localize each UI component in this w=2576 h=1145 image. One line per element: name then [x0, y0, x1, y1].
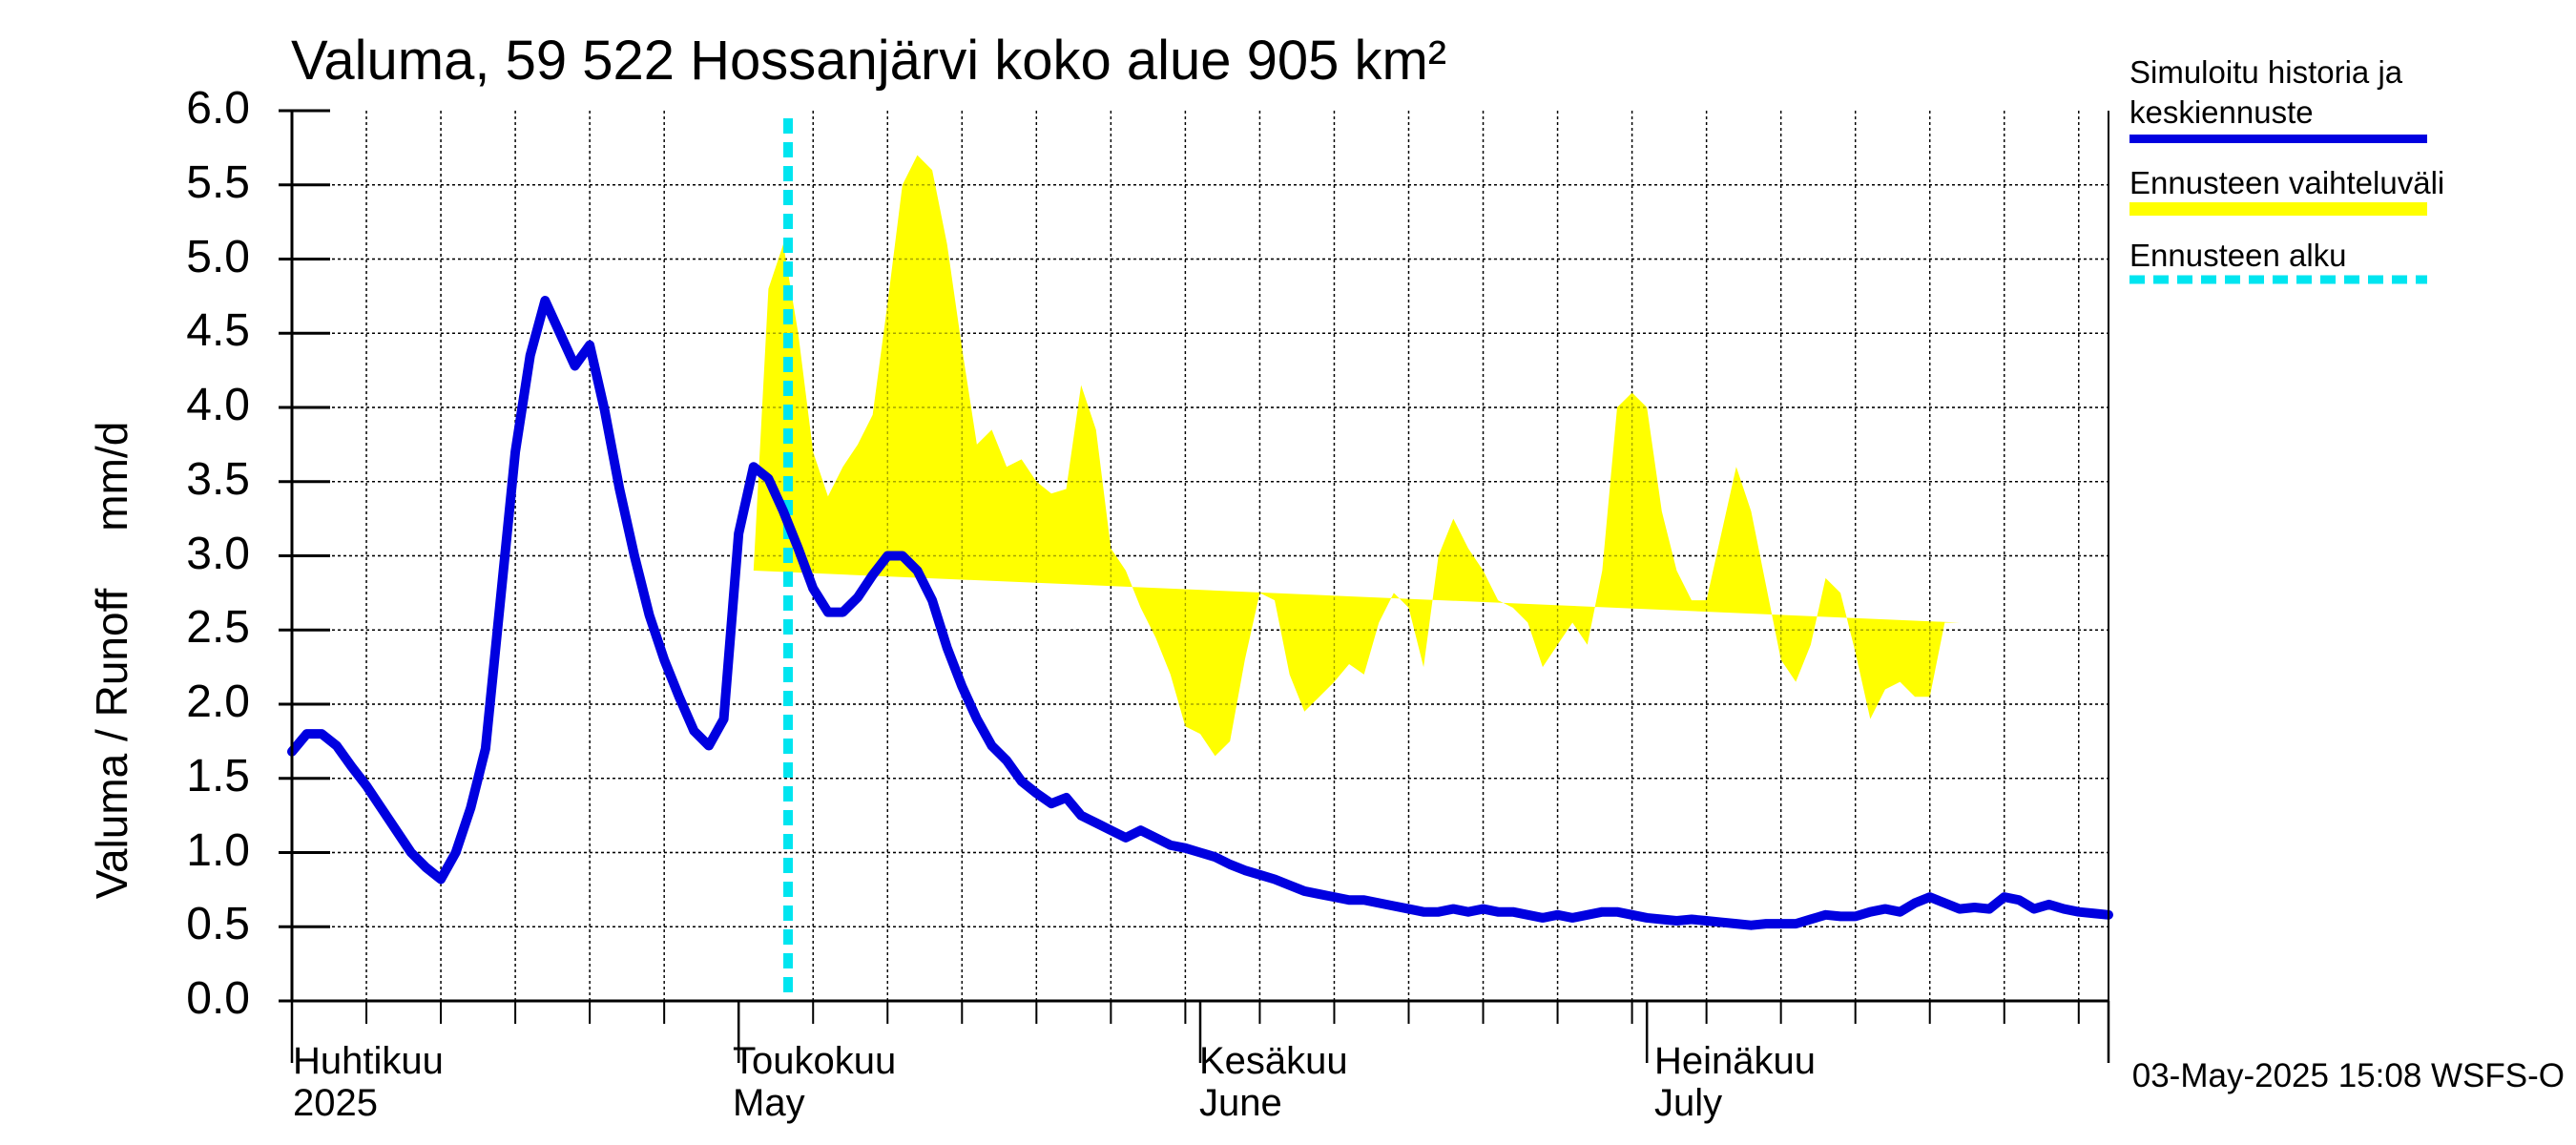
y-tick-label: 3.5 — [186, 453, 250, 505]
month-label-april: Huhtikuu 2025 — [293, 1040, 444, 1124]
y-tick-label: 3.0 — [186, 528, 250, 579]
legend-label-range: Ennusteen vaihteluväli — [2129, 165, 2445, 200]
y-tick-label: 1.5 — [186, 750, 250, 802]
legend-swatch-simulated — [2129, 135, 2427, 143]
y-tick-label: 5.0 — [186, 231, 250, 282]
band-area — [753, 155, 1960, 757]
month-label-july: Heinäkuu July — [1654, 1040, 1816, 1124]
y-tick-label: 2.0 — [186, 677, 250, 727]
series-line — [287, 296, 2113, 930]
y-tick-label: 1.0 — [186, 824, 250, 876]
month-label-en: May — [733, 1082, 805, 1124]
y-axis-label-text: Valuma / Runoff — [87, 588, 136, 900]
y-tick-label: 0.5 — [186, 899, 250, 950]
y-tick-label: 4.5 — [186, 305, 250, 357]
y-tick-label: 5.5 — [186, 156, 250, 208]
legend-swatch-range — [2129, 202, 2427, 216]
month-label-en: July — [1654, 1082, 1723, 1124]
month-label-fi: Kesäkuu — [1199, 1040, 1348, 1082]
timestamp-footer: 03-May-2025 15:08 WSFS-O — [2131, 1057, 2565, 1094]
month-label-fi: Toukokuu — [733, 1040, 897, 1082]
grid-overlay — [292, 111, 2109, 1001]
legend-label-simulated-2: keskiennuste — [2129, 94, 2314, 130]
legend-swatches — [2129, 135, 2427, 284]
axes — [279, 109, 2110, 1063]
month-label-fi: Huhtikuu — [293, 1040, 444, 1082]
y-axis-label: Valuma / Runoff mm/d — [86, 298, 137, 1023]
y-tick-label: 2.5 — [186, 602, 250, 654]
y-tick-label: 4.0 — [186, 380, 250, 430]
month-label-fi: Heinäkuu — [1654, 1040, 1817, 1082]
month-label-en: 2025 — [293, 1082, 378, 1124]
month-label-en: June — [1199, 1082, 1282, 1124]
y-tick-label: 0.0 — [186, 973, 250, 1024]
month-label-may: Toukokuu May — [733, 1040, 896, 1124]
legend-label-simulated-1: Simuloitu historia ja — [2129, 54, 2403, 90]
grid — [292, 111, 2109, 1001]
series-simulated — [287, 296, 2113, 930]
chart-title: Valuma, 59 522 Hossanjärvi koko alue 905… — [291, 30, 1447, 92]
month-label-june: Kesäkuu June — [1199, 1040, 1348, 1124]
y-axis-unit: mm/d — [87, 421, 136, 531]
legend-label-start: Ennusteen alku — [2129, 238, 2347, 273]
y-tick-label: 6.0 — [186, 83, 250, 134]
forecast-range-band — [753, 155, 1960, 757]
